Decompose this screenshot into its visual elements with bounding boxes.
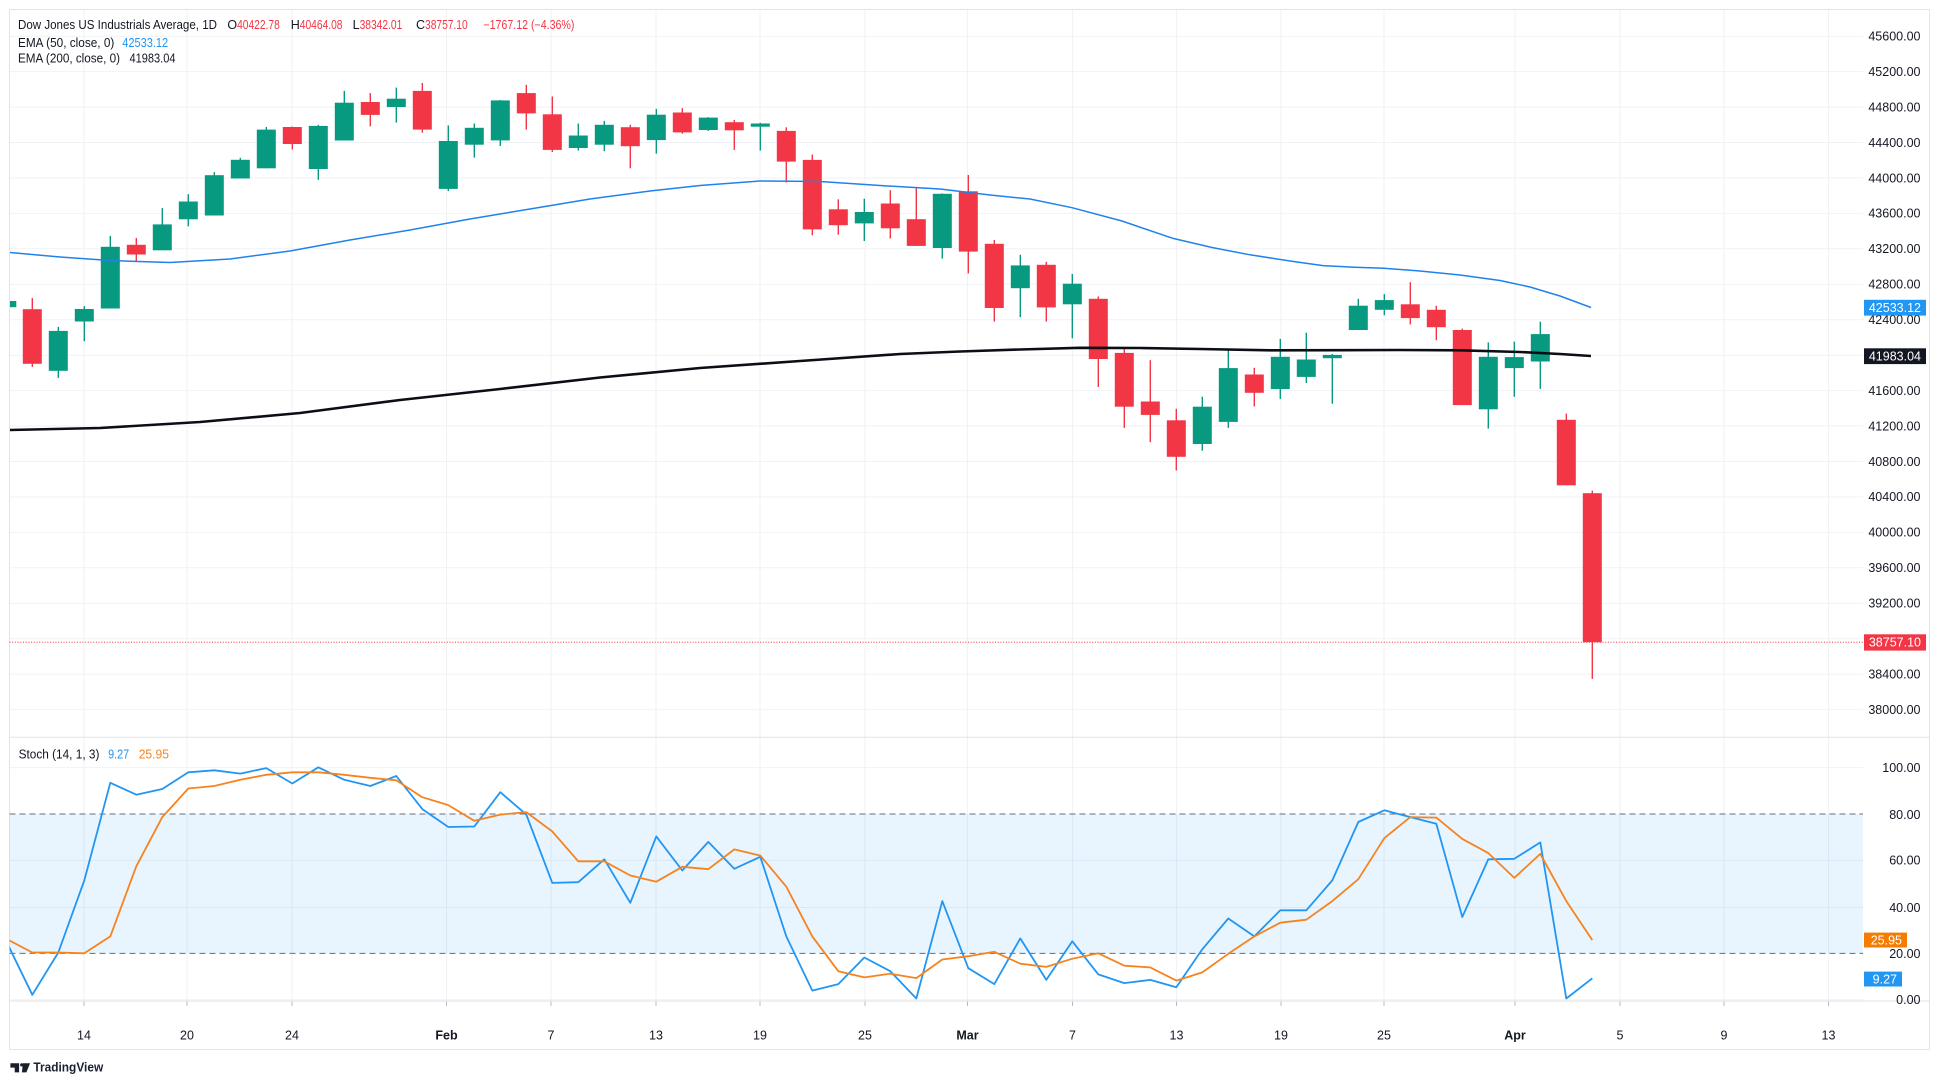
svg-text:EMA (50, close, 0): EMA (50, close, 0) [18,36,114,50]
svg-text:9.27: 9.27 [1873,972,1897,986]
svg-text:L: L [353,18,360,32]
svg-text:41200.00: 41200.00 [1868,419,1920,433]
svg-text:44400.00: 44400.00 [1868,136,1920,150]
svg-text:42800.00: 42800.00 [1868,278,1920,292]
svg-text:45200.00: 45200.00 [1868,65,1920,79]
svg-text:9.27: 9.27 [108,748,129,762]
svg-text:7: 7 [1069,1028,1076,1042]
svg-text:43600.00: 43600.00 [1868,207,1920,221]
svg-text:40000.00: 40000.00 [1868,526,1920,540]
svg-text:19: 19 [753,1028,767,1042]
svg-text:38342.01: 38342.01 [360,18,403,32]
svg-text:Dow Jones US Industrials Avera: Dow Jones US Industrials Average, 1D [18,18,217,32]
svg-text:100.00: 100.00 [1882,761,1920,775]
svg-text:Mar: Mar [956,1028,978,1042]
svg-text:38757.10: 38757.10 [1869,636,1921,650]
svg-text:45600.00: 45600.00 [1868,30,1920,44]
svg-text:40464.08: 40464.08 [300,18,343,32]
svg-text:40400.00: 40400.00 [1868,490,1920,504]
svg-text:7: 7 [548,1028,555,1042]
svg-text:41983.04: 41983.04 [130,51,176,65]
svg-text:25.95: 25.95 [139,748,169,762]
svg-text:25.95: 25.95 [1871,933,1902,947]
svg-text:41600.00: 41600.00 [1868,384,1920,398]
svg-text:13: 13 [649,1028,663,1042]
svg-text:80.00: 80.00 [1889,808,1920,822]
svg-text:42400.00: 42400.00 [1868,313,1920,327]
svg-text:40800.00: 40800.00 [1868,455,1920,469]
svg-text:38757.10: 38757.10 [425,18,468,32]
svg-text:Apr: Apr [1504,1028,1526,1042]
svg-text:39200.00: 39200.00 [1868,597,1920,611]
svg-text:13: 13 [1170,1028,1184,1042]
svg-text:20.00: 20.00 [1889,947,1920,961]
svg-text:40.00: 40.00 [1889,901,1920,915]
svg-text:−1767.12 (−4.36%): −1767.12 (−4.36%) [483,18,574,32]
svg-text:60.00: 60.00 [1889,854,1920,868]
svg-text:TradingView: TradingView [33,1061,103,1075]
svg-text:0.00: 0.00 [1896,993,1920,1007]
svg-text:42533.12: 42533.12 [1869,301,1921,315]
svg-text:C: C [416,18,425,32]
svg-text:25: 25 [1377,1028,1391,1042]
svg-text:19: 19 [1274,1028,1288,1042]
svg-text:O: O [227,18,237,32]
svg-text:43200.00: 43200.00 [1868,242,1920,256]
svg-text:H: H [291,18,300,32]
svg-text:5: 5 [1617,1028,1624,1042]
svg-text:EMA (200, close, 0): EMA (200, close, 0) [18,51,120,65]
svg-text:38400.00: 38400.00 [1868,667,1920,681]
svg-text:20: 20 [180,1028,194,1042]
svg-text:42533.12: 42533.12 [122,36,168,50]
svg-text:41983.04: 41983.04 [1869,350,1921,364]
svg-text:24: 24 [285,1028,299,1042]
svg-text:44000.00: 44000.00 [1868,171,1920,185]
svg-text:Feb: Feb [435,1028,458,1042]
svg-text:9: 9 [1721,1028,1728,1042]
svg-text:44800.00: 44800.00 [1868,100,1920,114]
svg-text:13: 13 [1822,1028,1836,1042]
svg-text:14: 14 [77,1028,91,1042]
svg-text:40422.78: 40422.78 [237,18,280,32]
svg-text:Stoch (14, 1, 3): Stoch (14, 1, 3) [19,748,100,762]
svg-text:38000.00: 38000.00 [1868,703,1920,717]
svg-text:25: 25 [858,1028,872,1042]
svg-text:39600.00: 39600.00 [1868,561,1920,575]
